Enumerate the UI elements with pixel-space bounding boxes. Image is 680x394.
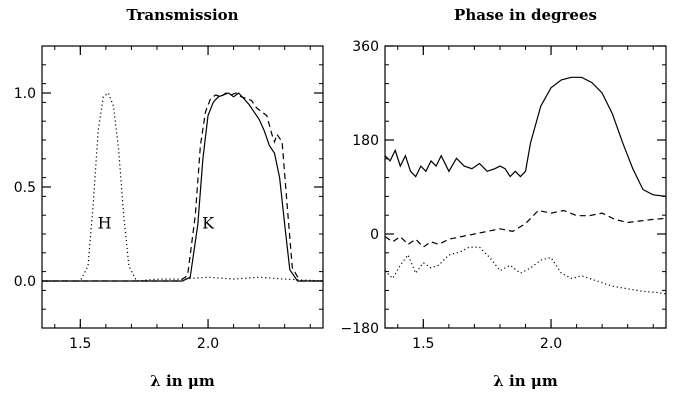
panel-1-x-axis-label: λ in μm bbox=[150, 372, 215, 390]
panel-1-x-tick-label: 1.5 bbox=[69, 336, 91, 352]
panel-2-y-tick-label: 180 bbox=[352, 133, 379, 149]
panel-1-series-solid-line bbox=[42, 92, 323, 282]
panel-2-x-tick-label: 2.0 bbox=[540, 336, 562, 352]
panel-2-y-tick-label: 0 bbox=[370, 227, 379, 243]
panel-1-series-dashed-line bbox=[42, 92, 323, 282]
panel-1-y-tick-label: 0.5 bbox=[14, 180, 36, 196]
panel-2-y-tick-label: 360 bbox=[352, 39, 379, 55]
panel-1-title: Transmission bbox=[126, 6, 238, 24]
panel-2-x-axis-label: λ in μm bbox=[493, 372, 558, 390]
panel-1-y-tick-label: 1.0 bbox=[14, 86, 36, 102]
panel-2-series-dotted-line bbox=[384, 246, 667, 295]
panel-2-title: Phase in degrees bbox=[454, 6, 597, 24]
panel-2-x-tick-label: 1.5 bbox=[412, 336, 434, 352]
panel-2-y-tick-label: −180 bbox=[341, 321, 379, 337]
panel-1-annotation-k: K bbox=[202, 213, 215, 232]
panel-1-annotation-h: H bbox=[98, 213, 112, 232]
panel-2-series-dashed-line bbox=[384, 209, 667, 248]
panel-2-series-solid-line bbox=[384, 76, 667, 197]
panel-2-frame bbox=[384, 45, 667, 329]
panel-1-x-tick-label: 2.0 bbox=[197, 336, 219, 352]
panel-1-series-dotted-line bbox=[42, 92, 324, 282]
panel-1-y-tick-label: 0.0 bbox=[14, 274, 36, 290]
